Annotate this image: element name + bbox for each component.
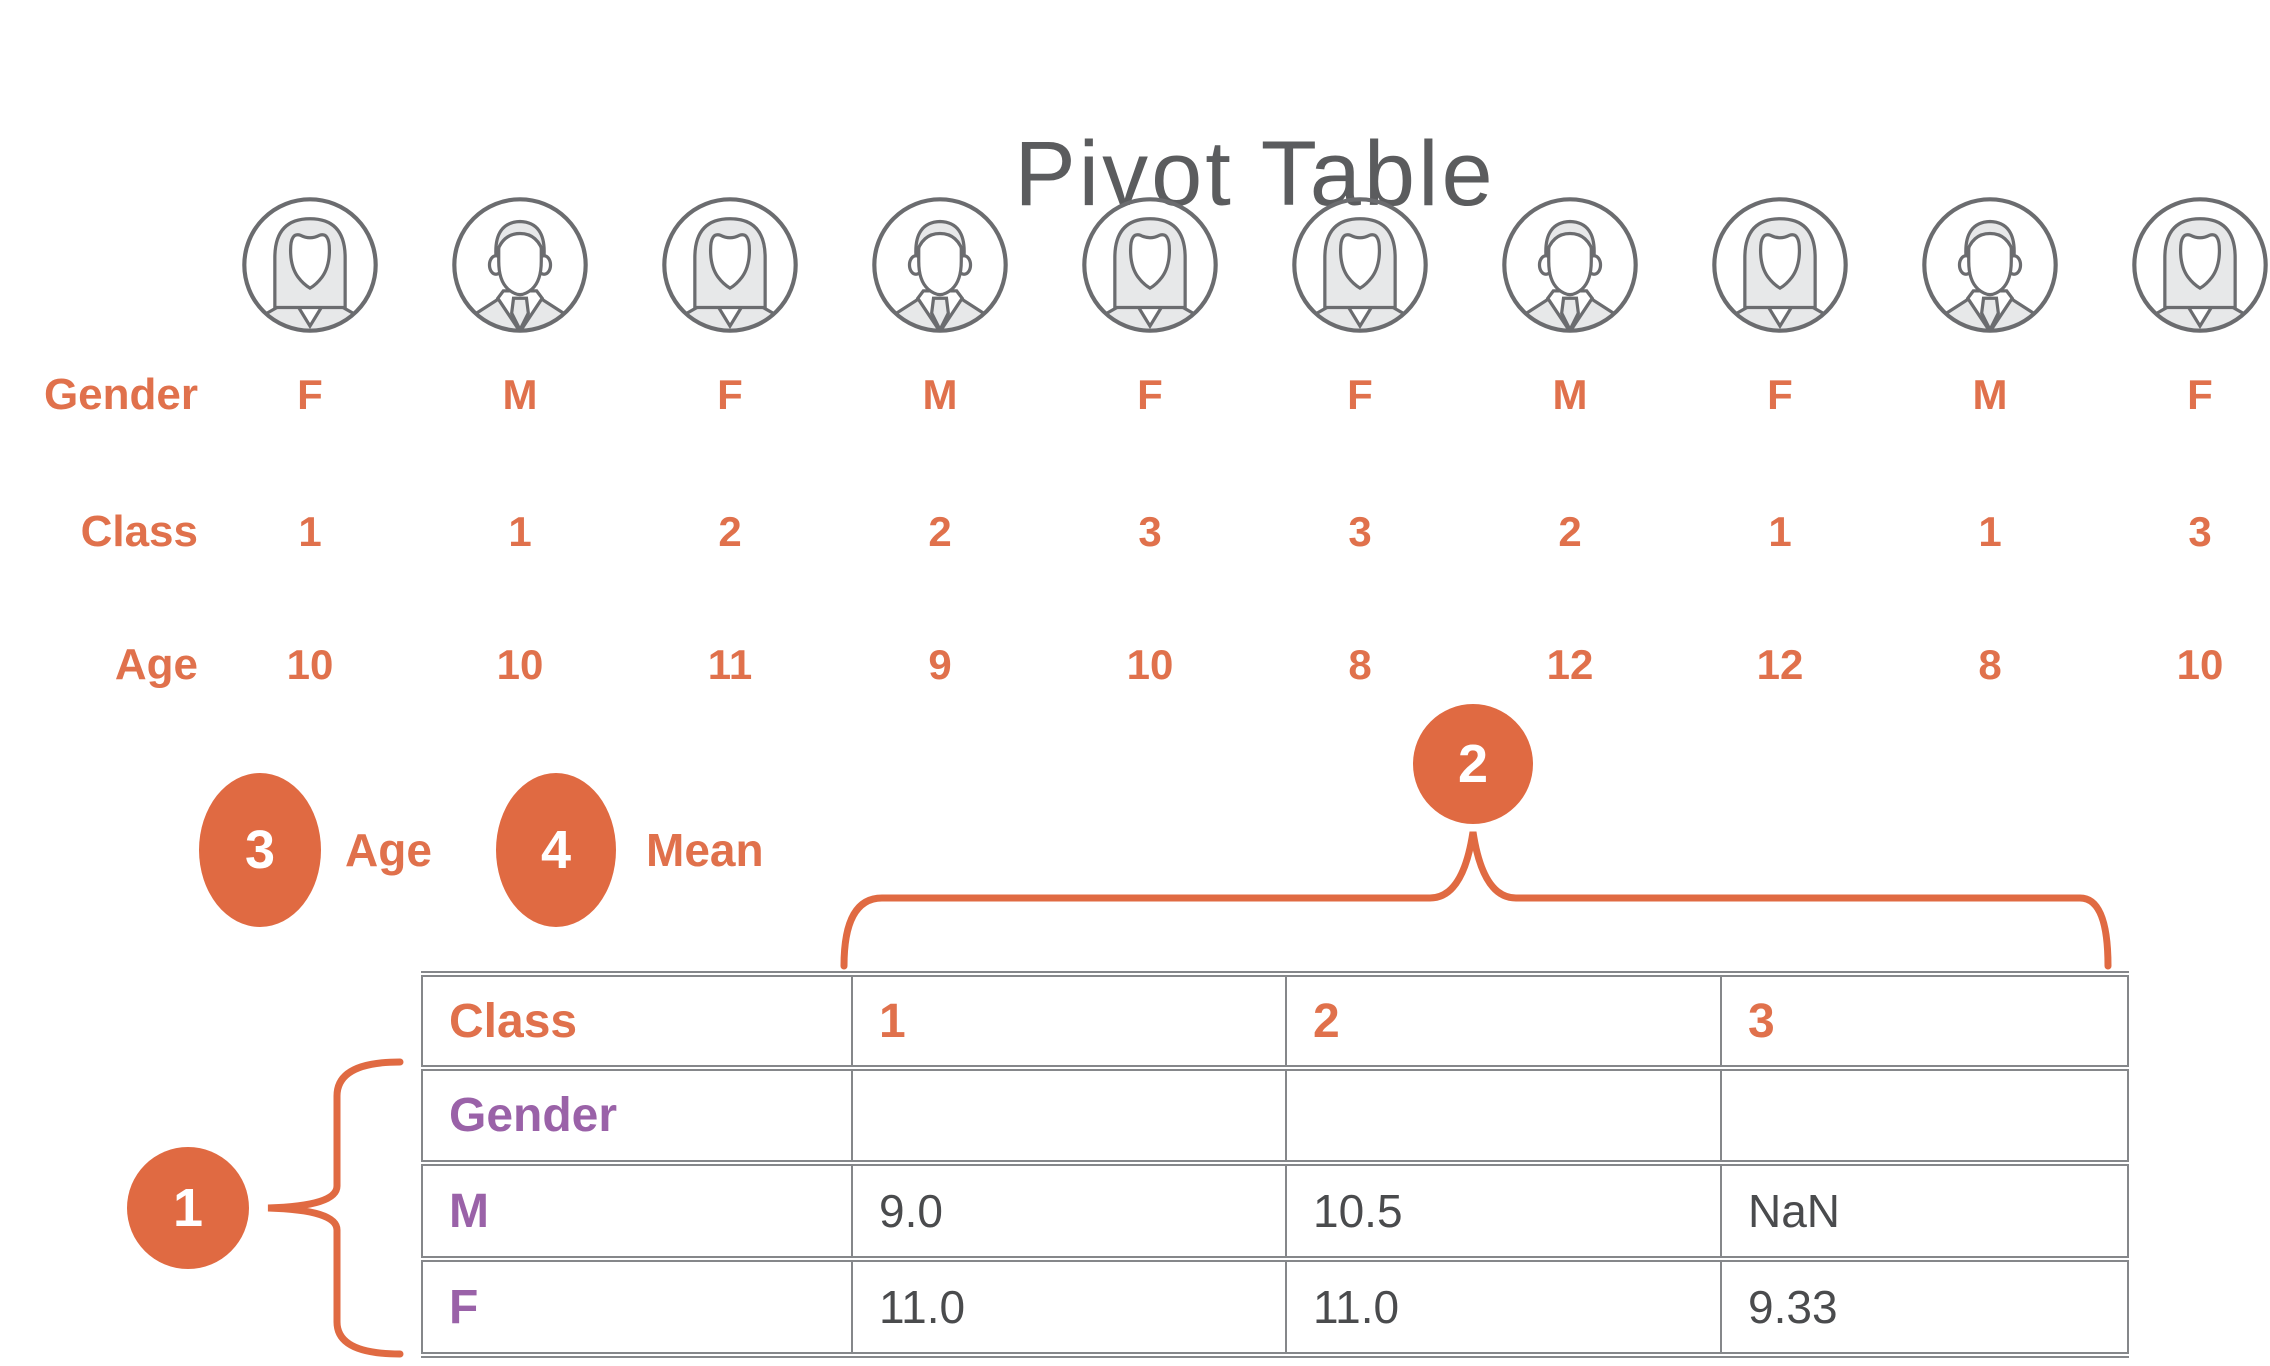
class-value: 2 [1558,508,1582,555]
age-value: 12 [1546,641,1594,688]
age-value: 11 [707,641,753,688]
pivot-cell: NaN [1720,1163,2129,1259]
pivot-cell: 11.0 [1285,1259,1722,1355]
gender-value: M [1552,371,1588,418]
gender-value: F [1767,371,1793,418]
male-avatar-icon [1916,191,2064,339]
gender-value: F [297,371,323,418]
pivot-data-row-f: F 11.0 11.0 9.33 [421,1259,2129,1355]
class-value: 3 [1348,508,1372,555]
rows-brace [267,1058,404,1358]
male-avatar-icon [866,191,1014,339]
pivot-header-label: Class [421,974,853,1068]
person-avatar [656,191,804,339]
pivot-table: Class 1 2 3 Gender M 9.0 10.5 NaN F 11.0… [421,971,2129,1358]
class-value: 1 [508,508,532,555]
class-value: 3 [2188,508,2212,555]
pivot-data-row-m: M 9.0 10.5 NaN [421,1163,2129,1259]
age-value: 12 [1756,641,1804,688]
step-3-badge: 3 [199,773,321,927]
person-avatar [1706,191,1854,339]
pivot-column-header: 3 [1720,974,2129,1068]
pivot-cell: 11.0 [851,1259,1287,1355]
gender-value: M [502,371,538,418]
pivot-column-header: 2 [1285,974,1722,1068]
class-values-row: 1 1 2 2 3 3 2 1 1 3 [205,501,2270,563]
age-value: 10 [286,641,334,688]
female-avatar-icon [1706,191,1854,339]
age-value: 9 [928,641,952,688]
people-row [205,190,2270,340]
person-avatar [446,191,594,339]
pivot-index-row: Gender [421,1068,2129,1163]
gender-value: F [717,371,743,418]
step-2-badge: 2 [1413,704,1533,824]
gender-values-row: F M F M F F M F M F [205,364,2270,426]
step-4-label: Mean [646,824,764,876]
pivot-index-label: Gender [421,1068,853,1163]
class-value: 1 [1978,508,2002,555]
pivot-cell: 9.33 [1720,1259,2129,1355]
person-avatar [866,191,1014,339]
female-avatar-icon [656,191,804,339]
person-avatar [1286,191,1434,339]
page-title: Pivot Table [1014,122,1496,225]
person-avatar [1076,191,1224,339]
class-value: 2 [718,508,742,555]
step-3-label: Age [345,824,432,876]
age-value: 10 [2176,641,2224,688]
gender-value: F [1347,371,1373,418]
age-value: 8 [1978,641,2002,688]
pivot-cell: 10.5 [1285,1163,1722,1259]
gender-value: F [2187,371,2213,418]
male-avatar-icon [1496,191,1644,339]
gender-value: M [1972,371,2008,418]
person-avatar [1496,191,1644,339]
class-value: 2 [928,508,952,555]
step-1-badge: 1 [127,1147,249,1269]
class-row-label: Class [80,507,198,556]
columns-brace [840,831,2112,970]
person-avatar [2126,191,2270,339]
age-values-row: 10 10 11 9 10 8 12 12 8 10 [205,634,2270,696]
person-avatar [236,191,384,339]
age-row-label: Age [114,640,198,689]
age-value: 10 [496,641,544,688]
pivot-empty-cell [1720,1068,2129,1163]
gender-row-label: Gender [43,370,198,419]
female-avatar-icon [1286,191,1434,339]
female-avatar-icon [236,191,384,339]
pivot-cell: 9.0 [851,1163,1287,1259]
gender-value: M [922,371,958,418]
step-4-badge: 4 [496,773,616,927]
female-avatar-icon [1076,191,1224,339]
pivot-row-label: F [421,1259,853,1355]
pivot-empty-cell [1285,1068,1722,1163]
pivot-column-header: 1 [851,974,1287,1068]
female-avatar-icon [2126,191,2270,339]
gender-value: F [1137,371,1163,418]
pivot-row-label: M [421,1163,853,1259]
class-value: 1 [1768,508,1792,555]
class-value: 3 [1138,508,1162,555]
male-avatar-icon [446,191,594,339]
age-value: 8 [1348,641,1372,688]
pivot-empty-cell [851,1068,1287,1163]
age-value: 10 [1126,641,1174,688]
pivot-header-row: Class 1 2 3 [421,974,2129,1068]
person-avatar [1916,191,2064,339]
class-value: 1 [298,508,322,555]
